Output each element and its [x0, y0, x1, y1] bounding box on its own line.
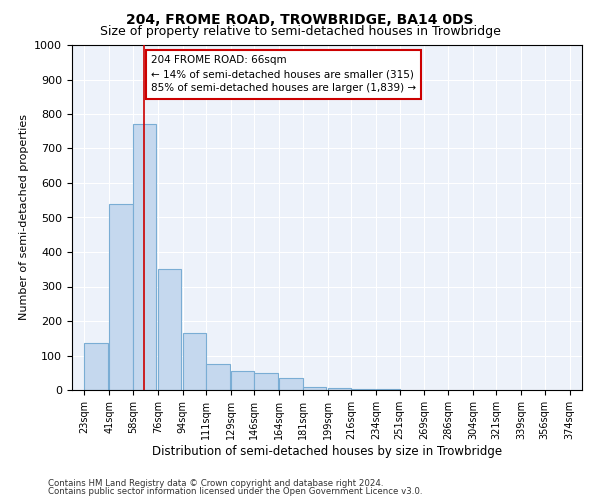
Bar — [158, 269, 181, 390]
Bar — [254, 373, 278, 390]
Text: 204, FROME ROAD, TROWBRIDGE, BA14 0DS: 204, FROME ROAD, TROWBRIDGE, BA14 0DS — [126, 12, 474, 26]
Bar — [303, 386, 326, 390]
Y-axis label: Number of semi-detached properties: Number of semi-detached properties — [19, 114, 29, 320]
Bar — [182, 333, 206, 390]
Bar — [328, 388, 351, 390]
Bar — [109, 204, 133, 390]
Bar — [280, 378, 303, 390]
X-axis label: Distribution of semi-detached houses by size in Trowbridge: Distribution of semi-detached houses by … — [152, 444, 502, 458]
Text: Contains public sector information licensed under the Open Government Licence v3: Contains public sector information licen… — [48, 487, 422, 496]
Text: Contains HM Land Registry data © Crown copyright and database right 2024.: Contains HM Land Registry data © Crown c… — [48, 478, 383, 488]
Text: 204 FROME ROAD: 66sqm
← 14% of semi-detached houses are smaller (315)
85% of sem: 204 FROME ROAD: 66sqm ← 14% of semi-deta… — [151, 56, 416, 94]
Bar — [133, 124, 157, 390]
Bar — [231, 371, 254, 390]
Text: Size of property relative to semi-detached houses in Trowbridge: Size of property relative to semi-detach… — [100, 25, 500, 38]
Bar — [85, 344, 108, 390]
Bar — [206, 364, 230, 390]
Bar — [351, 389, 374, 390]
